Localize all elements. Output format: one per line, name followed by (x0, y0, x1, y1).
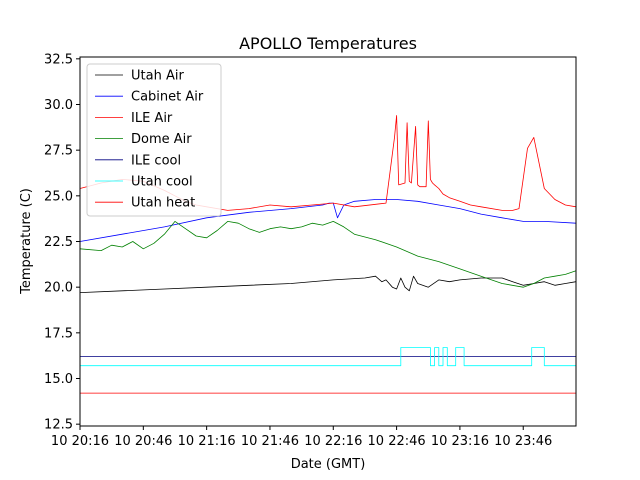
y-tick-label: 32.5 (44, 52, 73, 67)
y-tick-label: 27.5 (44, 144, 73, 159)
legend-label: ILE cool (131, 153, 181, 168)
y-tick-label: 25.0 (44, 189, 73, 204)
y-tick-label: 15.0 (44, 372, 73, 387)
y-axis-label: Temperature (C) (19, 188, 34, 295)
series-line-1 (79, 199, 577, 242)
y-axis: 12.5 15.0 17.5 20.0 22.5 25.0 27.5 30.0 32.5 (44, 52, 80, 433)
legend-label: ILE Air (131, 111, 173, 126)
x-axis: 10 20:16 10 20:46 10 21:16 10 21:46 10 22:16… (51, 426, 552, 449)
legend-box (86, 63, 222, 217)
y-tick-label: 20.0 (44, 281, 73, 296)
x-axis-label: Date (GMT) (291, 457, 366, 472)
y-tick-label: 17.5 (44, 326, 73, 341)
x-tick-label: 10 22:46 (368, 434, 426, 449)
x-tick-label: 10 21:46 (241, 434, 299, 449)
legend-label: Cabinet Air (131, 90, 204, 105)
x-tick-label: 10 21:16 (178, 434, 236, 449)
x-tick-label: 10 22:16 (304, 434, 362, 449)
legend-label: Utah heat (131, 196, 195, 211)
y-tick-label: 30.0 (44, 98, 73, 113)
x-tick-label: 10 23:46 (494, 434, 552, 449)
x-tick-label: 10 23:16 (431, 434, 489, 449)
legend-label: Utah cool (131, 175, 193, 190)
series-line-3 (79, 220, 577, 288)
series-line-5 (80, 347, 576, 367)
chart-title: APOLLO Temperatures (239, 34, 417, 53)
x-tick-label: 10 20:46 (114, 434, 172, 449)
legend: Utah Air Cabinet Air ILE Air Dome Air ILE co… (86, 63, 222, 217)
legend-label: Utah Air (131, 69, 184, 84)
y-tick-label: 22.5 (44, 235, 73, 250)
y-tick-label: 12.5 (44, 418, 73, 433)
legend-label: Dome Air (131, 132, 192, 147)
series-line-0 (79, 275, 577, 293)
x-tick-label: 10 20:16 (51, 434, 109, 449)
